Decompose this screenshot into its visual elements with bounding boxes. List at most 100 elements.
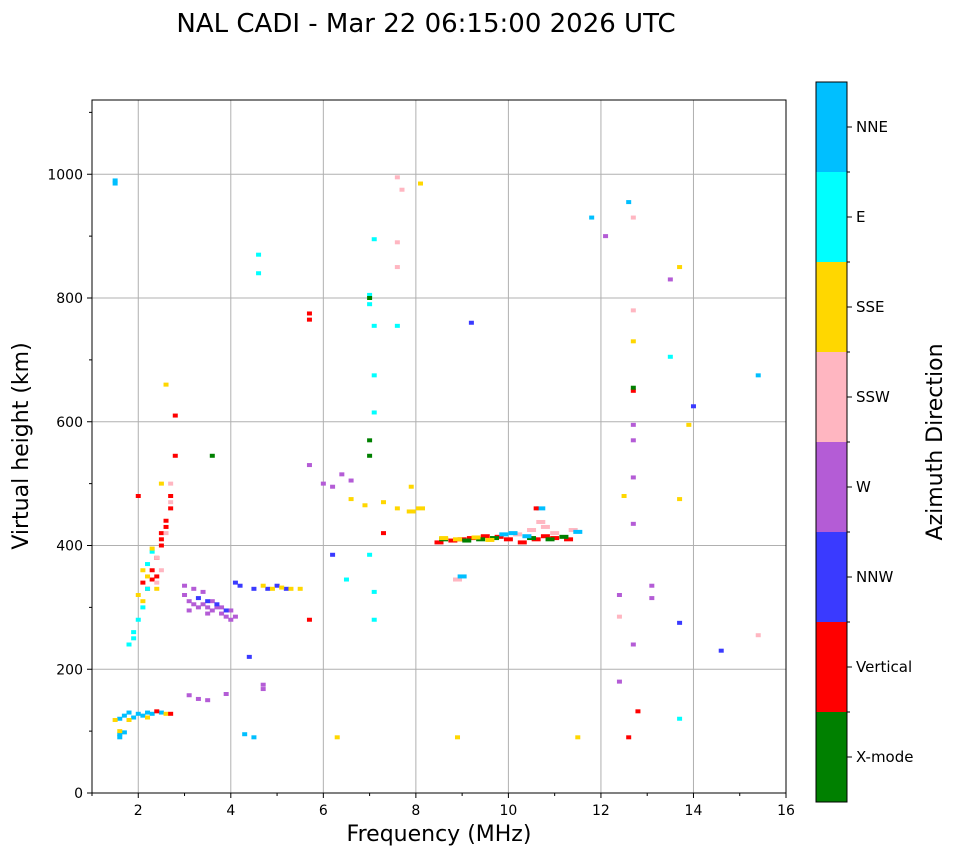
- x-tick-label: 6: [319, 803, 328, 819]
- echo-point: [149, 711, 155, 716]
- colorbar-label: NNE: [856, 118, 888, 136]
- echo-point: [182, 583, 188, 588]
- echo-point: [251, 735, 257, 740]
- echo-point: [145, 562, 151, 567]
- echo-point: [158, 568, 164, 573]
- x-tick-label: 4: [226, 803, 235, 819]
- echo-point: [513, 532, 523, 537]
- echo-point: [195, 605, 201, 610]
- echo-point: [168, 711, 174, 716]
- echo-point: [279, 585, 285, 590]
- echo-point: [462, 538, 472, 543]
- plot-background: [92, 100, 786, 793]
- echo-point: [126, 717, 132, 722]
- echo-point: [232, 580, 238, 585]
- colorbar-label: SSW: [856, 388, 890, 406]
- echo-point: [306, 311, 312, 316]
- echo-point: [186, 693, 192, 698]
- echo-point: [195, 696, 201, 701]
- echo-point: [559, 534, 569, 539]
- echo-point: [616, 593, 622, 597]
- echo-point: [145, 586, 151, 591]
- echo-point: [117, 735, 123, 740]
- echo-point: [371, 373, 377, 378]
- x-tick-label: 2: [134, 803, 143, 819]
- x-axis-ticks: 2 4 6 8 10 12 14 16: [91, 793, 795, 819]
- echo-point: [667, 277, 673, 282]
- echo-point: [677, 716, 683, 721]
- echo-point: [348, 497, 354, 502]
- echo-point: [371, 410, 377, 415]
- echo-point: [320, 481, 326, 486]
- echo-point: [466, 536, 476, 541]
- echo-point: [140, 605, 146, 610]
- echo-point: [131, 630, 137, 635]
- echo-point: [394, 265, 400, 270]
- colorbar-segment: [816, 82, 847, 172]
- echo-point: [260, 583, 266, 588]
- y-tick-label: 1000: [47, 167, 83, 183]
- echo-point: [274, 583, 280, 588]
- echo-point: [417, 181, 423, 186]
- echo-point: [168, 481, 174, 486]
- colorbar-segment: [816, 442, 847, 532]
- colorbar-label: E: [856, 208, 865, 226]
- colorbar-label: Vertical: [856, 658, 912, 676]
- echo-point: [718, 648, 724, 653]
- colorbar-label: SSE: [856, 298, 885, 316]
- echo-point: [172, 453, 178, 458]
- echo-point: [453, 577, 463, 582]
- data-marks: [112, 175, 761, 740]
- echo-point: [630, 642, 636, 647]
- echo-point: [394, 323, 400, 328]
- echo-point: [480, 534, 490, 539]
- grid-lines: [92, 100, 786, 793]
- echo-point: [306, 617, 312, 622]
- echo-point: [550, 531, 560, 536]
- echo-point: [186, 608, 192, 613]
- echo-point: [223, 614, 229, 619]
- echo-point: [131, 636, 137, 641]
- echo-point: [265, 586, 271, 591]
- echo-point: [242, 732, 248, 737]
- echo-point: [297, 586, 303, 591]
- echo-point: [343, 577, 349, 582]
- echo-point: [158, 537, 164, 542]
- x-tick-label: 10: [499, 803, 517, 819]
- echo-point: [191, 602, 197, 607]
- echo-point: [200, 589, 206, 594]
- echo-point: [468, 320, 474, 325]
- echo-point: [121, 730, 127, 735]
- echo-point: [476, 537, 486, 542]
- echo-point: [517, 540, 527, 545]
- echo-point: [117, 716, 123, 721]
- echo-point: [145, 715, 151, 720]
- echo-point: [112, 178, 118, 183]
- echo-point: [158, 481, 164, 486]
- colorbar-title: Azimuth Direction: [923, 343, 948, 540]
- echo-point: [223, 692, 229, 696]
- echo-point: [589, 215, 595, 220]
- echo-point: [399, 187, 405, 192]
- echo-point: [755, 633, 761, 638]
- echo-point: [536, 506, 546, 511]
- y-axis-ticks: 0 200 400 600 800 1000: [47, 111, 92, 802]
- echo-point: [490, 536, 500, 541]
- echo-point: [191, 586, 197, 591]
- echo-point: [154, 586, 160, 591]
- echo-point: [536, 519, 546, 524]
- echo-point: [508, 531, 518, 536]
- echo-point: [371, 589, 377, 594]
- echo-point: [686, 422, 692, 427]
- echo-point: [117, 732, 123, 737]
- colorbar-label: NNW: [856, 568, 893, 586]
- colorbar-segment: [816, 622, 847, 712]
- echo-point: [182, 593, 188, 597]
- echo-point: [126, 710, 132, 715]
- echo-point: [367, 296, 373, 300]
- echo-point: [494, 534, 504, 539]
- echo-point: [573, 529, 583, 534]
- echo-point: [677, 497, 683, 502]
- echo-point: [154, 574, 160, 579]
- echo-point: [154, 580, 160, 585]
